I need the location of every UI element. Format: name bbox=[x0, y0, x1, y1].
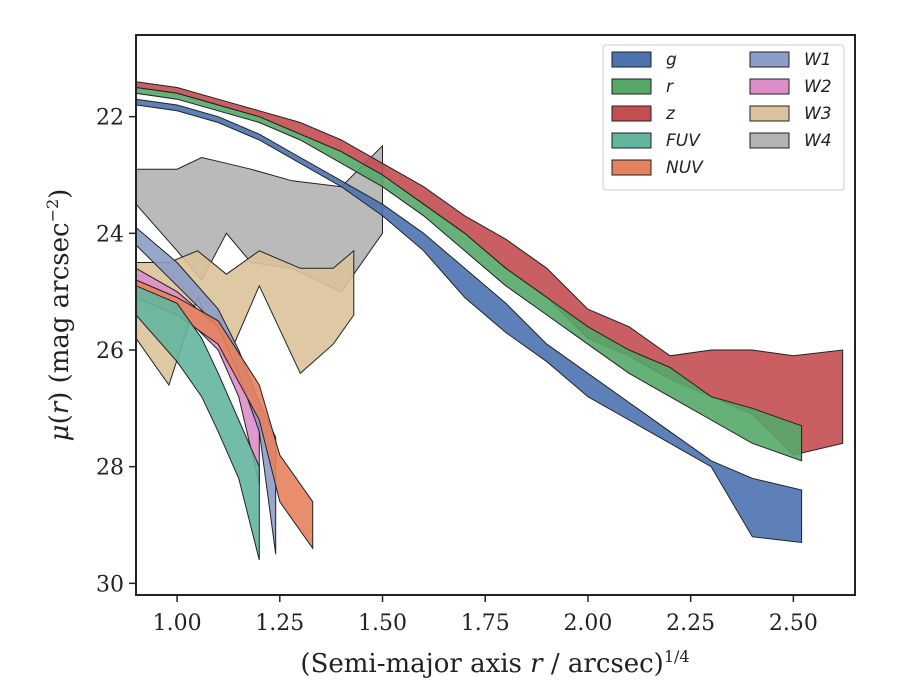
legend-label-nuv: NUV bbox=[666, 158, 704, 178]
legend-label-g: g bbox=[666, 50, 677, 70]
band-fuv bbox=[135, 285, 260, 561]
series-bands bbox=[135, 81, 844, 561]
band-r bbox=[135, 86, 803, 462]
plot-frame bbox=[135, 34, 856, 596]
legend-label-w2: W2 bbox=[804, 77, 832, 97]
legend-swatch-w2 bbox=[749, 78, 790, 95]
legend-label-w1: W1 bbox=[804, 50, 832, 70]
legend-swatch-r bbox=[611, 78, 652, 95]
y-axis: 22 24 26 28 30 bbox=[96, 106, 136, 597]
legend-label-z: z bbox=[665, 104, 676, 124]
legend-label-r: r bbox=[666, 77, 674, 97]
y-axis-title: μ(r) (mag arcsec−2) bbox=[43, 189, 75, 442]
legend: grz FUV NUV W1 W2 W3 W4 bbox=[602, 44, 845, 191]
legend-swatch-g bbox=[611, 51, 652, 68]
y-tick-label: 26 bbox=[96, 339, 124, 364]
legend-label-w3: W3 bbox=[804, 104, 832, 124]
x-axis-title: (Semi-major axis r / arcsec)1/4 bbox=[300, 647, 689, 679]
y-tick-label: 24 bbox=[96, 222, 124, 247]
legend-swatch-z bbox=[611, 105, 652, 122]
legend-swatch-fuv bbox=[611, 132, 652, 149]
legend-swatch-w4 bbox=[749, 132, 790, 149]
x-axis: 1.00 1.25 1.50 1.75 2.00 2.25 2.50 bbox=[153, 595, 818, 636]
legend-label-fuv: FUV bbox=[666, 131, 701, 151]
y-tick-label: 30 bbox=[96, 572, 124, 597]
x-tick-label: 2.25 bbox=[666, 611, 715, 636]
x-tick-label: 1.75 bbox=[461, 611, 510, 636]
band-g bbox=[135, 98, 803, 544]
x-tick-label: 1.50 bbox=[358, 611, 407, 636]
legend-swatch-nuv bbox=[611, 159, 652, 176]
y-tick-label: 22 bbox=[96, 106, 124, 131]
x-tick-label: 1.00 bbox=[153, 611, 202, 636]
x-tick-label: 1.25 bbox=[255, 611, 304, 636]
x-tick-label: 2.00 bbox=[563, 611, 612, 636]
y-tick-label: 28 bbox=[96, 456, 124, 481]
legend-label-w4: W4 bbox=[804, 131, 832, 151]
x-tick-label: 2.50 bbox=[769, 611, 818, 636]
legend-swatch-w3 bbox=[749, 105, 790, 122]
legend-swatch-w1 bbox=[749, 51, 790, 68]
